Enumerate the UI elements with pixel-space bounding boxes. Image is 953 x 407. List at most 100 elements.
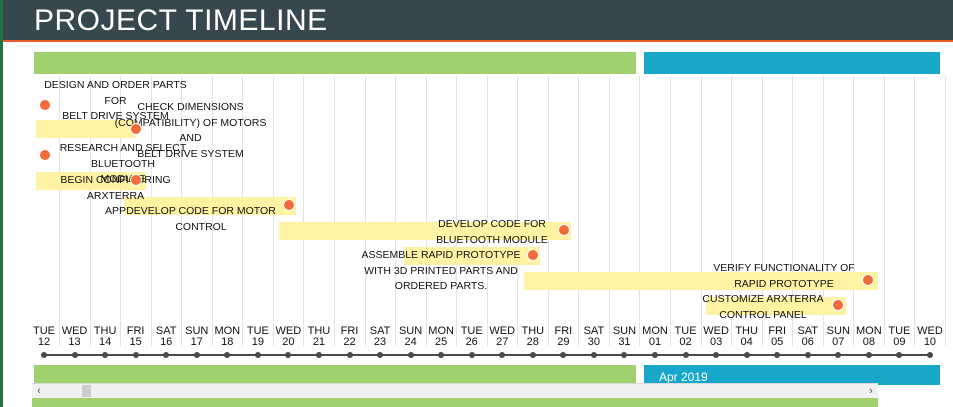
- day-of-week-label: SUN: [612, 325, 637, 337]
- footer-band: [32, 398, 878, 407]
- gridline: [822, 76, 824, 346]
- phase-band-march: [34, 52, 636, 74]
- gridline: [944, 76, 946, 346]
- day-of-week-label: FRI: [126, 325, 145, 337]
- day-of-week-label: WED: [489, 325, 516, 337]
- day-of-week-label: SAT: [369, 325, 391, 337]
- day-number-label: 10: [923, 336, 937, 348]
- day-of-week-label: FRI: [768, 325, 787, 337]
- day-number-label: 24: [404, 336, 417, 348]
- day-number-label: 20: [282, 336, 295, 348]
- gridline: [883, 76, 885, 346]
- day-of-week-label: SUN: [185, 325, 209, 337]
- milestone-dot[interactable]: [832, 299, 844, 311]
- day-number-label: 12: [37, 336, 51, 348]
- gridline: [425, 76, 427, 346]
- day-of-week-label: THU: [93, 325, 117, 337]
- day-number-label: 30: [587, 336, 601, 348]
- day-number-label: 19: [251, 336, 264, 348]
- task-label: CUSTOMIZE ARXTERRA CONTROL PANEL: [702, 293, 824, 321]
- day-number-label: 13: [68, 336, 81, 348]
- gridline: [639, 76, 641, 346]
- task-bar[interactable]: [36, 120, 136, 138]
- task-label: DEVELOP CODE FOR BLUETOOTH MODULE: [436, 218, 548, 246]
- gridline: [333, 76, 335, 346]
- day-of-week-label: SAT: [155, 325, 177, 337]
- gridline: [395, 76, 397, 346]
- axis-line: [44, 354, 930, 356]
- day-number-label: 29: [557, 336, 570, 348]
- gridline: [303, 76, 305, 346]
- day-number-label: 17: [190, 336, 203, 348]
- day-of-week-label: WED: [703, 325, 729, 337]
- day-of-week-label: SAT: [797, 325, 819, 337]
- gridline: [792, 76, 794, 346]
- day-of-week-label: THU: [735, 325, 758, 337]
- day-number-label: 23: [373, 336, 387, 348]
- day-of-week-label: FRI: [554, 325, 573, 337]
- day-of-week-label: MON: [214, 325, 241, 337]
- milestone-dot[interactable]: [862, 274, 874, 286]
- milestone-dot[interactable]: [558, 224, 570, 236]
- gridline: [670, 76, 671, 346]
- task-bar[interactable]: [279, 222, 571, 240]
- gridline: [700, 76, 702, 346]
- day-of-week-label: TUE: [460, 325, 483, 337]
- task-bar[interactable]: [36, 172, 146, 190]
- day-number-label: 04: [740, 336, 753, 348]
- day-number-label: 26: [465, 336, 478, 348]
- day-number-label: 05: [771, 336, 784, 348]
- day-number-label: 25: [435, 336, 448, 348]
- milestone-dot[interactable]: [130, 123, 142, 135]
- task-bar[interactable]: [124, 197, 296, 215]
- day-number-label: 02: [679, 336, 692, 348]
- day-number-label: 16: [160, 336, 173, 348]
- day-number-label: 18: [221, 336, 234, 348]
- task-label: CHECK DIMENSIONS (COMPATIBILITY) OF MOTO…: [114, 101, 267, 160]
- gridline: [914, 76, 916, 346]
- day-number-label: 07: [832, 336, 845, 348]
- chevron-left-icon[interactable]: ‹: [37, 385, 41, 397]
- task-label: ASSEMBLE RAPID PROTOTYPE WITH 3D PRINTED…: [361, 249, 521, 292]
- scrollbar-thumb[interactable]: [82, 385, 91, 397]
- day-number-label: 28: [526, 336, 539, 348]
- gridline: [364, 76, 366, 346]
- day-number-label: 31: [618, 336, 631, 348]
- phase-band-april-bottom: [644, 365, 940, 385]
- day-of-week-label: TUE: [888, 325, 911, 337]
- day-of-week-label: SUN: [398, 325, 423, 337]
- task-bar[interactable]: [524, 272, 878, 290]
- month-label: Apr 2019: [659, 370, 708, 384]
- gridline: [59, 76, 60, 346]
- day-of-week-label: WED: [275, 325, 302, 337]
- day-of-week-label: TUE: [33, 325, 55, 337]
- task-label: DEVELOP CODE FOR MOTOR CONTROL: [126, 205, 276, 233]
- header-bar: [3, 0, 953, 40]
- day-of-week-label: SUN: [826, 325, 850, 337]
- milestone-dot[interactable]: [283, 199, 295, 211]
- gridline: [731, 76, 733, 346]
- day-of-week-label: MON: [428, 325, 454, 337]
- horizontal-scrollbar[interactable]: ‹ ›: [32, 383, 878, 398]
- task-bar[interactable]: [404, 247, 540, 265]
- day-of-week-label: TUE: [674, 325, 697, 337]
- gridline: [853, 76, 855, 346]
- day-number-label: 21: [312, 336, 326, 348]
- chevron-right-icon[interactable]: ›: [869, 385, 873, 397]
- task-label: DESIGN AND ORDER PARTS FOR BELT DRIVE SY…: [44, 79, 187, 122]
- milestone-dot[interactable]: [39, 149, 51, 161]
- task-bar[interactable]: [706, 297, 846, 315]
- phase-band-april: [644, 52, 940, 74]
- gridline: [608, 76, 610, 346]
- milestone-dot[interactable]: [130, 174, 142, 186]
- day-number-label: 08: [862, 336, 875, 348]
- milestone-dot[interactable]: [39, 99, 51, 111]
- gridline: [578, 76, 580, 346]
- day-of-week-label: THU: [521, 325, 545, 337]
- milestone-dot[interactable]: [527, 249, 539, 261]
- gridline: [486, 76, 488, 346]
- page-title: PROJECT TIMELINE: [34, 4, 328, 37]
- gridline: [456, 76, 458, 346]
- day-of-week-label: WED: [61, 325, 88, 337]
- day-number-label: 27: [496, 336, 509, 348]
